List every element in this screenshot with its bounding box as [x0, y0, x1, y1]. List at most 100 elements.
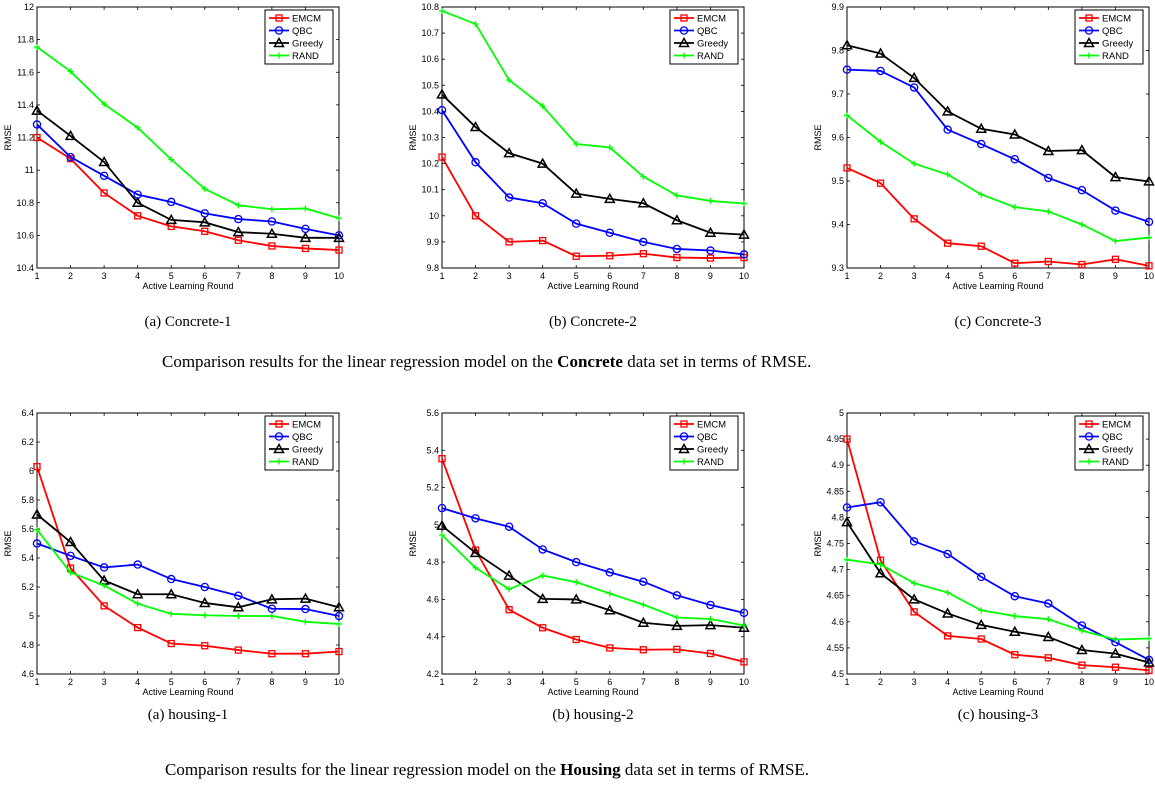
subcaption-housing-3: (c) housing-3 — [957, 707, 1039, 723]
x-tick-label: 6 — [1012, 677, 1017, 687]
data-point — [1044, 599, 1053, 608]
data-point — [1111, 663, 1120, 671]
data-point — [944, 171, 951, 178]
series-line — [36, 136, 340, 251]
series-greedy — [31, 104, 345, 243]
y-tick-label: 10.2 — [421, 159, 439, 169]
data-point — [268, 242, 276, 250]
legend-marker — [681, 458, 687, 465]
y-tick-label: 10.4 — [16, 263, 34, 273]
data-point — [707, 616, 714, 623]
series-line — [441, 534, 745, 627]
y-tick-label: 4.2 — [426, 669, 439, 679]
data-point — [943, 125, 952, 134]
data-point — [976, 139, 986, 149]
data-point — [503, 569, 515, 580]
data-point — [1111, 255, 1120, 263]
series-line — [441, 10, 745, 205]
data-point — [941, 105, 954, 116]
data-point — [100, 189, 108, 197]
data-point — [538, 199, 547, 208]
data-point — [741, 622, 747, 629]
data-point — [438, 455, 446, 463]
y-tick-label: 4.75 — [826, 539, 844, 549]
data-point — [606, 590, 613, 597]
data-point — [844, 556, 850, 563]
legend-marker — [679, 432, 689, 441]
data-point — [1078, 661, 1086, 669]
y-tick-label: 9.7 — [831, 89, 844, 99]
data-point — [301, 244, 310, 253]
x-tick-label: 4 — [540, 677, 545, 687]
data-point — [299, 592, 312, 603]
data-point — [843, 435, 851, 443]
x-tick-label: 4 — [135, 271, 140, 281]
data-point — [166, 574, 176, 584]
data-point — [234, 214, 243, 224]
data-point — [704, 226, 717, 238]
data-point — [100, 602, 108, 610]
x-tick-label: 1 — [439, 677, 444, 687]
x-tick-label: 9 — [303, 677, 308, 687]
caption-suffix: data set in terms of RMSE. — [622, 352, 812, 371]
data-point — [200, 582, 210, 592]
legend-label: EMCM — [1102, 420, 1131, 431]
y-tick-label: 9.9 — [831, 2, 844, 12]
legend-marker — [275, 420, 283, 428]
data-point — [99, 563, 109, 572]
legend-label: RAND — [697, 51, 724, 62]
series-greedy — [841, 516, 1155, 667]
data-point — [438, 153, 446, 161]
data-point — [101, 101, 108, 108]
series-line — [846, 68, 1150, 223]
data-point — [640, 173, 647, 180]
data-point — [874, 47, 887, 58]
y-tick-label: 5 — [839, 408, 844, 418]
subcaption-housing-1: (a) housing-1 — [147, 707, 229, 723]
subcaption-concrete-1: (a) Concrete-1 — [144, 314, 232, 330]
data-point — [335, 246, 343, 254]
data-point — [66, 551, 75, 561]
data-point — [64, 129, 77, 141]
data-point — [1109, 647, 1122, 658]
data-point — [841, 39, 853, 50]
legend-marker — [1085, 14, 1093, 22]
legend-marker — [276, 52, 282, 59]
x-tick-label: 3 — [912, 271, 917, 281]
data-point — [943, 549, 952, 559]
legend-label: QBC — [1102, 432, 1123, 443]
chart-6: 1 2 3 4 5 6 7 8 9 10 4.5 4.55 4.6 4.65 4.7 4.75 4.8 4.85 4… — [813, 408, 1155, 697]
data-point — [844, 112, 850, 119]
y-tick-label: 9.4 — [831, 220, 844, 230]
data-point — [1112, 238, 1119, 245]
data-point — [944, 632, 952, 640]
data-point — [134, 124, 141, 131]
data-point — [101, 582, 108, 589]
data-point — [673, 614, 680, 621]
data-point — [874, 567, 887, 578]
data-point — [31, 104, 43, 115]
x-tick-label: 5 — [169, 677, 174, 687]
x-tick-label: 8 — [269, 677, 274, 687]
y-tick-label: 4.6 — [831, 617, 844, 627]
series-line — [36, 529, 340, 625]
data-point — [877, 561, 884, 568]
legend-label: RAND — [1102, 457, 1129, 468]
data-point — [267, 604, 277, 614]
legend-label: Greedy — [1102, 39, 1133, 50]
y-axis-label: RMSE — [3, 124, 13, 150]
data-point — [1011, 651, 1019, 659]
data-point — [266, 593, 278, 604]
data-point — [605, 568, 615, 577]
data-point — [32, 120, 42, 129]
data-point — [1045, 208, 1052, 215]
legend-marker — [680, 420, 688, 428]
x-tick-label: 8 — [269, 271, 274, 281]
series-line — [36, 46, 340, 220]
data-point — [234, 236, 242, 244]
y-tick-label: 9.6 — [831, 133, 844, 143]
data-point — [1042, 630, 1055, 642]
series-line — [441, 93, 745, 236]
data-point — [31, 508, 43, 519]
data-point — [471, 514, 480, 523]
